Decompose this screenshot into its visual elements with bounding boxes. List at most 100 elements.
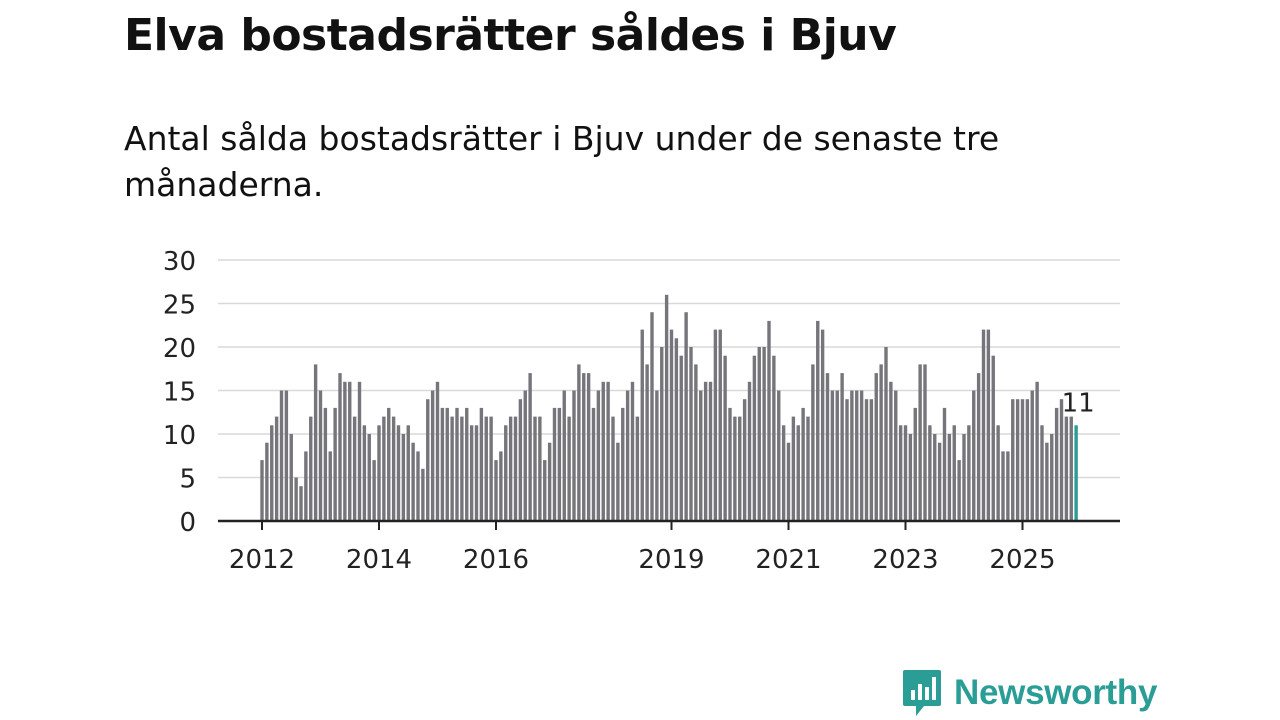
bar	[972, 390, 976, 521]
bar	[976, 373, 981, 521]
bar	[552, 407, 557, 521]
bar	[547, 442, 552, 521]
bar	[728, 407, 732, 521]
bar	[440, 407, 445, 521]
bar	[884, 347, 888, 521]
bar	[733, 416, 737, 521]
bar	[508, 416, 513, 521]
bar	[640, 329, 644, 521]
bar	[1045, 442, 1049, 521]
bar	[738, 416, 742, 521]
bar	[635, 416, 640, 521]
bar	[1059, 399, 1064, 521]
bar	[855, 390, 859, 521]
bar	[284, 390, 289, 521]
bar	[445, 407, 449, 521]
y-tick-label: 10	[163, 421, 196, 451]
bar	[313, 364, 318, 521]
y-axis-ticks: 0 5 10 15 20 25 30	[163, 247, 196, 538]
bar	[786, 442, 791, 521]
bar	[435, 381, 440, 521]
bar	[406, 425, 410, 521]
bar	[567, 416, 571, 521]
bar	[679, 355, 683, 521]
bar	[806, 416, 810, 521]
bar	[928, 425, 932, 521]
bar	[991, 355, 995, 521]
bar	[772, 355, 776, 521]
bar	[752, 355, 757, 521]
bar	[299, 486, 303, 521]
bar	[1025, 399, 1030, 521]
bar	[606, 381, 610, 521]
bar	[718, 329, 722, 521]
bar	[1011, 399, 1015, 521]
bar	[845, 399, 849, 521]
bar	[996, 425, 1000, 521]
bar	[279, 390, 284, 521]
bar	[352, 416, 357, 521]
bar	[304, 451, 308, 521]
x-axis-ticks: 2012 2014 2016 2019 2021 2023 2025	[229, 521, 1056, 575]
bar	[825, 373, 830, 521]
x-tick-label: 2012	[229, 545, 295, 575]
bar	[1064, 416, 1069, 521]
bar	[1015, 399, 1020, 521]
bar	[396, 425, 401, 521]
bar	[816, 320, 820, 521]
bar	[601, 381, 605, 521]
x-tick-label: 2025	[989, 545, 1055, 575]
bar	[421, 468, 425, 521]
chart-subtitle: Antal sålda bostadsrätter i Bjuv under d…	[124, 119, 1000, 204]
bar	[523, 390, 527, 521]
bar	[625, 390, 630, 521]
bar	[294, 477, 298, 521]
bar	[499, 451, 503, 521]
y-tick-label: 0	[179, 508, 196, 538]
bar	[791, 416, 796, 521]
bar	[318, 390, 323, 521]
bar	[616, 442, 620, 521]
bar	[416, 451, 420, 521]
bar	[465, 407, 469, 521]
bar	[630, 381, 635, 521]
bar	[513, 416, 518, 521]
bar	[713, 329, 718, 521]
x-tick-label: 2021	[755, 545, 821, 575]
bar	[328, 451, 332, 521]
bar	[981, 329, 986, 521]
bar	[767, 320, 771, 521]
bar	[367, 434, 371, 521]
bar	[699, 390, 703, 521]
bar	[469, 425, 474, 521]
bar	[494, 460, 498, 521]
bar	[489, 416, 493, 521]
bar	[528, 373, 532, 521]
bar	[1050, 434, 1054, 521]
bar	[557, 407, 562, 521]
bar	[265, 442, 269, 521]
bar	[962, 434, 966, 521]
bar	[562, 390, 566, 521]
bar	[518, 399, 523, 521]
bar	[391, 416, 396, 521]
bar	[801, 407, 805, 521]
y-tick-label: 20	[163, 334, 196, 364]
annotations: 11	[1062, 388, 1095, 418]
bar	[1020, 399, 1025, 521]
bar	[382, 416, 386, 521]
bar	[811, 364, 815, 521]
bar	[543, 460, 547, 521]
bar	[850, 390, 854, 521]
bar	[323, 407, 328, 521]
bar	[947, 434, 952, 521]
bar	[533, 416, 537, 521]
chart-title: Elva bostadsrätter såldes i Bjuv	[124, 10, 897, 61]
bar	[796, 425, 800, 521]
bar	[343, 381, 347, 521]
bar	[1040, 425, 1044, 521]
bar	[762, 347, 766, 521]
bar	[586, 373, 591, 521]
bar	[1030, 390, 1034, 521]
